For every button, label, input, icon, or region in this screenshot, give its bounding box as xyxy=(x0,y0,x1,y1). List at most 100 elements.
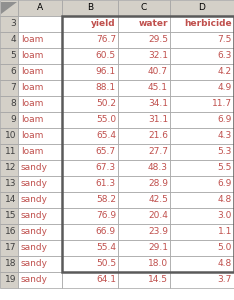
Text: 3.0: 3.0 xyxy=(218,212,232,220)
Bar xyxy=(18,16,62,32)
Text: sandy: sandy xyxy=(21,244,48,253)
Text: 55.0: 55.0 xyxy=(96,116,116,124)
Text: 14.5: 14.5 xyxy=(148,275,168,284)
Text: 19: 19 xyxy=(4,275,16,284)
Text: loam: loam xyxy=(21,100,43,109)
Bar xyxy=(18,144,62,160)
Bar xyxy=(0,16,18,32)
Text: 14: 14 xyxy=(5,196,16,205)
Text: 11: 11 xyxy=(4,148,16,157)
Bar xyxy=(62,16,118,32)
Bar xyxy=(118,272,170,288)
Bar xyxy=(0,64,18,80)
Text: A: A xyxy=(37,4,43,13)
Bar xyxy=(0,0,18,16)
Bar xyxy=(62,240,118,256)
Bar xyxy=(62,0,118,16)
Text: sandy: sandy xyxy=(21,164,48,172)
Bar xyxy=(62,208,118,224)
Bar xyxy=(170,208,234,224)
Bar xyxy=(62,64,118,80)
Text: 88.1: 88.1 xyxy=(96,83,116,92)
Text: 16: 16 xyxy=(4,227,16,236)
Text: 50.2: 50.2 xyxy=(96,100,116,109)
Bar xyxy=(0,240,18,256)
Bar xyxy=(18,224,62,240)
Bar xyxy=(0,224,18,240)
Bar xyxy=(118,192,170,208)
Text: 27.7: 27.7 xyxy=(148,148,168,157)
Bar xyxy=(62,32,118,48)
Text: 32.1: 32.1 xyxy=(148,52,168,61)
Bar xyxy=(62,224,118,240)
Bar xyxy=(118,16,170,32)
Bar xyxy=(18,112,62,128)
Text: 4.9: 4.9 xyxy=(218,83,232,92)
Text: 4.8: 4.8 xyxy=(218,196,232,205)
Bar xyxy=(170,16,234,32)
Text: herbicide: herbicide xyxy=(184,20,232,28)
Bar xyxy=(170,160,234,176)
Bar xyxy=(0,48,18,64)
Bar xyxy=(18,80,62,96)
Text: 8: 8 xyxy=(10,100,16,109)
Bar xyxy=(18,96,62,112)
Text: C: C xyxy=(141,4,147,13)
Text: loam: loam xyxy=(21,131,43,140)
Bar xyxy=(118,112,170,128)
Bar xyxy=(18,160,62,176)
Bar xyxy=(18,208,62,224)
Bar xyxy=(170,64,234,80)
Bar xyxy=(18,240,62,256)
Bar xyxy=(170,224,234,240)
Bar xyxy=(170,32,234,48)
Text: sandy: sandy xyxy=(21,196,48,205)
Bar xyxy=(0,32,18,48)
Text: 3: 3 xyxy=(10,20,16,28)
Text: 18: 18 xyxy=(4,260,16,268)
Text: 31.1: 31.1 xyxy=(148,116,168,124)
Polygon shape xyxy=(1,2,17,14)
Bar xyxy=(118,208,170,224)
Text: 10: 10 xyxy=(4,131,16,140)
Text: 5.0: 5.0 xyxy=(218,244,232,253)
Bar xyxy=(0,96,18,112)
Bar xyxy=(62,112,118,128)
Text: loam: loam xyxy=(21,116,43,124)
Bar xyxy=(62,80,118,96)
Bar xyxy=(62,96,118,112)
Text: loam: loam xyxy=(21,52,43,61)
Bar xyxy=(170,0,234,16)
Bar xyxy=(0,256,18,272)
Bar xyxy=(118,0,170,16)
Text: 4.8: 4.8 xyxy=(218,260,232,268)
Text: 13: 13 xyxy=(4,179,16,188)
Bar xyxy=(118,80,170,96)
Text: sandy: sandy xyxy=(21,212,48,220)
Bar xyxy=(118,256,170,272)
Text: 11.7: 11.7 xyxy=(212,100,232,109)
Text: 5.3: 5.3 xyxy=(218,148,232,157)
Text: 5.5: 5.5 xyxy=(218,164,232,172)
Bar xyxy=(118,224,170,240)
Text: water: water xyxy=(139,20,168,28)
Text: sandy: sandy xyxy=(21,275,48,284)
Bar xyxy=(118,176,170,192)
Text: 60.5: 60.5 xyxy=(96,52,116,61)
Text: 4: 4 xyxy=(10,35,16,44)
Text: loam: loam xyxy=(21,68,43,76)
Bar xyxy=(62,192,118,208)
Bar xyxy=(170,80,234,96)
Text: 3.7: 3.7 xyxy=(218,275,232,284)
Bar xyxy=(118,64,170,80)
Text: 4.3: 4.3 xyxy=(218,131,232,140)
Bar xyxy=(62,256,118,272)
Bar xyxy=(18,256,62,272)
Text: 50.5: 50.5 xyxy=(96,260,116,268)
Text: 34.1: 34.1 xyxy=(148,100,168,109)
Bar xyxy=(62,144,118,160)
Text: 61.3: 61.3 xyxy=(96,179,116,188)
Bar xyxy=(0,176,18,192)
Bar xyxy=(0,112,18,128)
Text: 1.1: 1.1 xyxy=(218,227,232,236)
